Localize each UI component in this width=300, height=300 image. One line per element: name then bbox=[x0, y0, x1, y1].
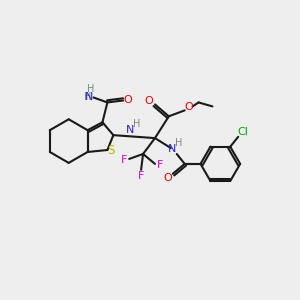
Text: H: H bbox=[87, 84, 94, 94]
Text: S: S bbox=[108, 145, 115, 158]
Text: H: H bbox=[134, 119, 141, 129]
Text: N: N bbox=[168, 144, 176, 154]
Text: F: F bbox=[121, 155, 127, 165]
Text: N: N bbox=[85, 92, 94, 103]
Text: N: N bbox=[126, 125, 134, 135]
Text: O: O bbox=[124, 95, 133, 106]
Text: F: F bbox=[138, 171, 144, 181]
Text: H: H bbox=[175, 138, 182, 148]
Text: O: O bbox=[184, 102, 193, 112]
Text: Cl: Cl bbox=[238, 127, 249, 137]
Text: H: H bbox=[84, 92, 91, 101]
Text: F: F bbox=[157, 160, 163, 170]
Text: O: O bbox=[145, 97, 153, 106]
Text: O: O bbox=[164, 173, 172, 183]
